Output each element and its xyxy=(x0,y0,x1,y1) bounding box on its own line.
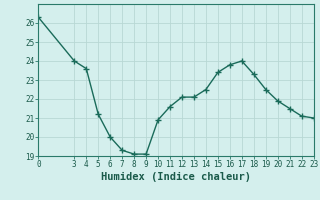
X-axis label: Humidex (Indice chaleur): Humidex (Indice chaleur) xyxy=(101,172,251,182)
